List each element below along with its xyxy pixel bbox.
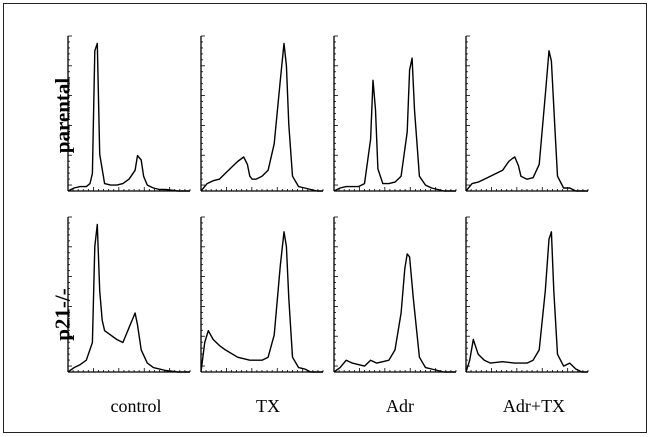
panel-0-1 — [200, 35, 324, 192]
histogram-trace-parental-Adr — [333, 57, 456, 192]
histogram-trace-parental-TX — [200, 42, 323, 192]
panel-0-0 — [67, 35, 191, 192]
col-label-tx: TX — [256, 396, 280, 416]
figure-frame — [3, 3, 647, 433]
histogram-trace-p21-/--TX — [200, 231, 323, 373]
panel-0-3 — [465, 35, 589, 192]
histogram-trace-p21-/--control — [67, 223, 190, 373]
row-label-parental: parental — [50, 77, 75, 154]
histogram-trace-parental-control — [67, 42, 190, 192]
col-label-adr: Adr — [386, 396, 414, 416]
histogram-trace-p21-/--Adr — [333, 253, 456, 373]
panel-1-2 — [333, 216, 457, 373]
panel-1-0 — [67, 216, 191, 373]
row-label-p21: p21-/- — [50, 288, 75, 341]
panel-0-2 — [333, 35, 457, 192]
panel-1-3 — [465, 216, 589, 373]
col-label-adr-tx: Adr+TX — [502, 396, 566, 416]
panel-1-1 — [200, 216, 324, 373]
col-label-control: control — [110, 396, 162, 416]
histogram-trace-parental-Adr+TX — [465, 50, 588, 192]
histogram-trace-p21-/--Adr+TX — [465, 231, 588, 373]
